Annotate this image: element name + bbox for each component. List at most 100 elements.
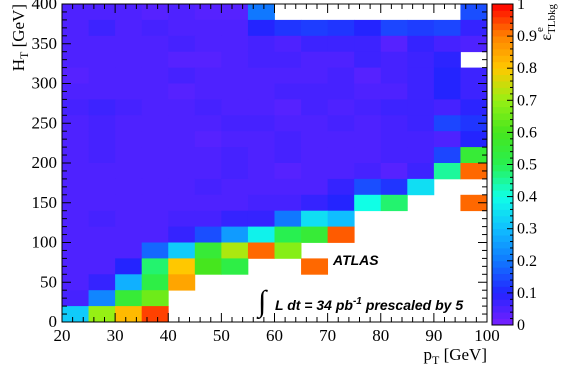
- heatmap-cell: [460, 131, 488, 148]
- heatmap-cell: [88, 83, 116, 100]
- y-tick-label: 300: [32, 74, 58, 93]
- heatmap-cell: [354, 147, 382, 164]
- colorbar-segment: [492, 74, 513, 82]
- x-tick-label: 60: [266, 326, 283, 345]
- heatmap-cell: [141, 242, 169, 259]
- heatmap-cell: [115, 51, 143, 68]
- heatmap-cell: [168, 115, 196, 132]
- heatmap-cell: [141, 147, 169, 164]
- heatmap-cell: [62, 35, 89, 53]
- heatmap-cell: [141, 83, 169, 100]
- heatmap-cell: [247, 194, 275, 212]
- heatmap-cell: [380, 83, 408, 100]
- lumi-suffix: prescaled by 5: [365, 297, 463, 313]
- colorbar-segment: [492, 132, 513, 140]
- heatmap-cell: [88, 306, 116, 323]
- colorbar-segment: [492, 93, 513, 101]
- heatmap-cell: [88, 226, 116, 243]
- colorbar-segment: [492, 125, 513, 133]
- heatmap-cell: [221, 115, 249, 132]
- heatmap-cell: [380, 163, 408, 180]
- heatmap-cell: [247, 115, 275, 132]
- colorbar-title: εTLbkge: [534, 4, 558, 41]
- heatmap-cell: [221, 67, 249, 84]
- heatmap-cell: [433, 115, 461, 132]
- x-tick-label: 20: [54, 326, 71, 345]
- colorbar-segment: [492, 170, 513, 178]
- heatmap-cell: [194, 210, 222, 227]
- heatmap-cell: [168, 210, 196, 227]
- colorbar-segment: [492, 81, 513, 88]
- colorbar-tick-label: 0.8: [517, 60, 537, 77]
- colorbar-segment: [492, 305, 513, 313]
- heatmap-cell: [274, 19, 302, 37]
- heatmap-cell: [62, 274, 89, 291]
- heatmap-cell: [327, 115, 355, 132]
- heatmap-cell: [301, 19, 329, 37]
- colorbar-segment: [492, 23, 513, 31]
- heatmap-cell: [407, 83, 435, 100]
- heatmap-cell: [115, 178, 143, 196]
- heatmap-cell: [221, 131, 249, 148]
- heatmap-cell: [354, 131, 382, 148]
- colorbar-segment: [492, 4, 513, 11]
- heatmap-cell: [168, 67, 196, 84]
- heatmap-cell: [194, 147, 222, 164]
- heatmap-cell: [62, 306, 89, 323]
- heatmap-cell: [88, 242, 116, 259]
- colorbar-segment: [492, 138, 513, 146]
- colorbar-tick-label: 0.3: [517, 221, 537, 238]
- colorbar-segment: [492, 312, 513, 319]
- heatmap-cell: [141, 210, 169, 227]
- heatmap-cell: [221, 83, 249, 100]
- heatmap-cell: [88, 4, 116, 21]
- heatmap-cell: [247, 83, 275, 100]
- heatmap-cell: [88, 163, 116, 180]
- heatmap-cell: [354, 35, 382, 53]
- heatmap-cell: [141, 51, 169, 68]
- heatmap-cell: [301, 163, 329, 180]
- colorbar-segment: [492, 196, 513, 204]
- heatmap-cell: [62, 242, 89, 259]
- heatmap-cell: [194, 163, 222, 180]
- colorbar-segment: [492, 61, 513, 69]
- x-tick-label: 80: [372, 326, 389, 345]
- heatmap-cell: [433, 163, 461, 180]
- heatmap-cell: [301, 83, 329, 100]
- colorbar-segment: [492, 292, 513, 300]
- heatmap-cell: [88, 194, 116, 212]
- heatmap-cell: [327, 210, 355, 227]
- heatmap-cell: [221, 258, 249, 275]
- heatmap-cell: [168, 19, 196, 37]
- heatmap-cell: [115, 210, 143, 227]
- heatmap-cell: [460, 35, 488, 53]
- heatmap-cell: [115, 19, 143, 37]
- heatmap-cell: [433, 67, 461, 84]
- heatmap-cell: [141, 306, 169, 323]
- heatmap-cell: [141, 194, 169, 212]
- colorbar-segment: [492, 286, 513, 294]
- heatmap-cell: [327, 131, 355, 148]
- colorbar-segment: [492, 36, 513, 43]
- x-tick-label: 50: [213, 326, 230, 345]
- y-axis: 0 50 100 150 200 250 300 350 400: [32, 0, 487, 331]
- colorbar-segment: [492, 55, 513, 63]
- heatmap-cell: [88, 115, 116, 132]
- heatmap-cell: [221, 19, 249, 37]
- lumi-exponent: -1: [353, 296, 362, 307]
- colorbar-segment: [492, 48, 513, 56]
- heatmap-cell: [301, 178, 329, 196]
- heatmap-cell: [168, 147, 196, 164]
- colorbar-segment: [492, 177, 513, 185]
- heatmap-cell: [274, 163, 302, 180]
- heatmap-cell: [327, 67, 355, 84]
- heatmap-cell: [62, 258, 89, 275]
- heatmap-cell: [301, 115, 329, 132]
- lumi-label: L dt = 34 pb-1 prescaled by 5: [275, 296, 463, 313]
- heatmap-cell: [407, 178, 435, 196]
- heatmap-cell: [115, 274, 143, 291]
- heatmap-cell: [88, 178, 116, 196]
- colorbar-segment: [492, 68, 513, 76]
- heatmap-cell: [141, 35, 169, 53]
- heatmap-cell: [274, 99, 302, 116]
